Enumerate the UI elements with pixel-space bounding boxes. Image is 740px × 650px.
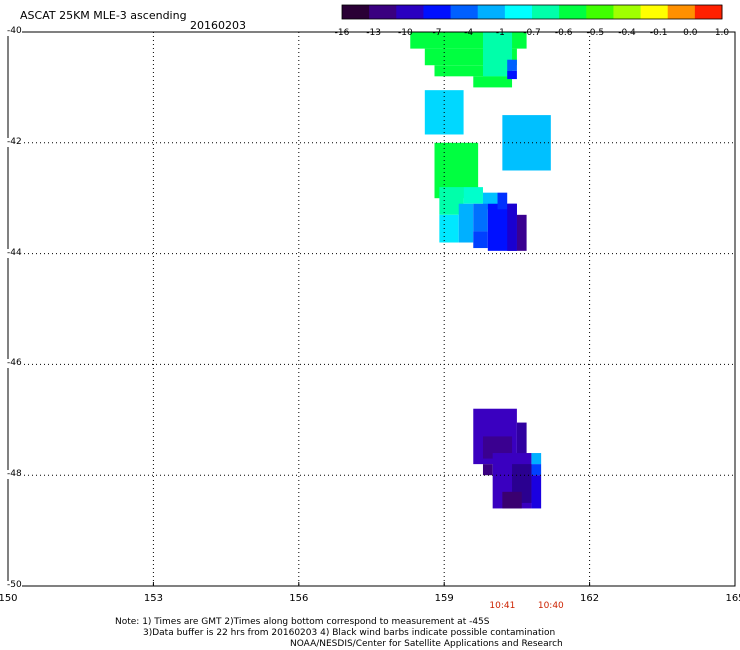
axis-ticks: [7, 31, 736, 587]
measurement-time-label: 10:41: [489, 601, 516, 611]
wind-cell: [473, 76, 513, 88]
colorbar-label: 0.0: [683, 28, 698, 38]
wind-cell: [482, 464, 493, 476]
colorbar-swatch: [450, 5, 479, 19]
map-title: ASCAT 25KM MLE-3 ascending: [20, 9, 187, 22]
colorbar-label: 1.0: [714, 28, 730, 38]
colorbar-label: -0.1: [649, 28, 668, 38]
x-tick-label: 150: [0, 593, 18, 604]
y-tick-label: -40: [7, 26, 22, 36]
colorbar-label: -0.4: [618, 28, 636, 38]
colorbar-swatch: [694, 5, 723, 19]
colorbar-swatch: [613, 5, 642, 19]
wind-cell: [439, 214, 459, 243]
note-line-1: Note: 1) Times are GMT 2)Times along bot…: [115, 617, 490, 627]
wind-cell: [507, 70, 517, 80]
wind-cell: [531, 464, 542, 476]
wind-cell: [497, 192, 508, 210]
colorbar-swatch: [504, 5, 533, 19]
map-date: 20160203: [190, 19, 246, 32]
wind-cell: [458, 203, 474, 243]
y-tick-label: -48: [7, 469, 22, 480]
wind-cell: [531, 475, 542, 509]
x-tick-label: 153: [143, 593, 163, 604]
wind-cell: [502, 491, 522, 509]
colorbar-swatch: [396, 5, 424, 19]
colorbar-swatch: [477, 5, 506, 19]
colorbar-swatch: [423, 5, 452, 19]
grid-lines: [7, 31, 736, 587]
colorbar-label: -16: [334, 28, 350, 38]
wind-cell: [507, 203, 517, 251]
colorbar-swatch: [342, 5, 370, 19]
colorbar-swatch: [532, 5, 560, 19]
y-tick-label: -42: [7, 136, 22, 147]
colorbar-swatch: [369, 5, 397, 19]
colorbar-label: -10: [397, 28, 413, 38]
colorbar-frame: [341, 4, 723, 20]
colorbar-swatch: [586, 5, 614, 19]
colorbar-swatch: [667, 5, 696, 19]
x-tick-label: 159: [434, 593, 454, 604]
y-tick-label: -50: [7, 580, 22, 590]
y-tick-label: -44: [7, 247, 22, 258]
colorbar-label: -1: [495, 28, 505, 38]
colorbar: [341, 4, 723, 20]
colorbar-label: -0.7: [523, 28, 541, 38]
wind-cell: [516, 214, 527, 251]
colorbar-label: -7: [432, 28, 442, 38]
x-tick-label: 162: [580, 593, 600, 604]
note-line-3: NOAA/NESDIS/Center for Satellite Applica…: [290, 639, 563, 649]
x-tick-label: 156: [289, 593, 309, 604]
plot-frame: [7, 31, 736, 587]
wind-cell: [434, 65, 513, 77]
wind-cell: [516, 422, 527, 465]
wind-cell: [463, 187, 483, 204]
measurement-time-label: 10:40: [537, 601, 564, 611]
colorbar-swatch: [559, 5, 587, 19]
wind-cell: [502, 115, 551, 171]
colorbar-label: -0.5: [586, 28, 605, 38]
colorbar-label: -0.6: [554, 28, 573, 38]
colorbar-label: -4: [464, 28, 474, 38]
wind-cell: [473, 203, 488, 232]
note-line-2: 3)Data buffer is 22 hrs from 20160203 4)…: [143, 628, 556, 638]
wind-cell: [473, 231, 488, 249]
wind-cells: [410, 32, 551, 509]
colorbar-swatch: [640, 5, 669, 19]
colorbar-label: -13: [366, 28, 382, 38]
wind-cell: [507, 59, 517, 71]
wind-cell: [531, 453, 542, 465]
x-tick-label: 165: [725, 593, 740, 604]
y-tick-label: -46: [7, 358, 22, 369]
